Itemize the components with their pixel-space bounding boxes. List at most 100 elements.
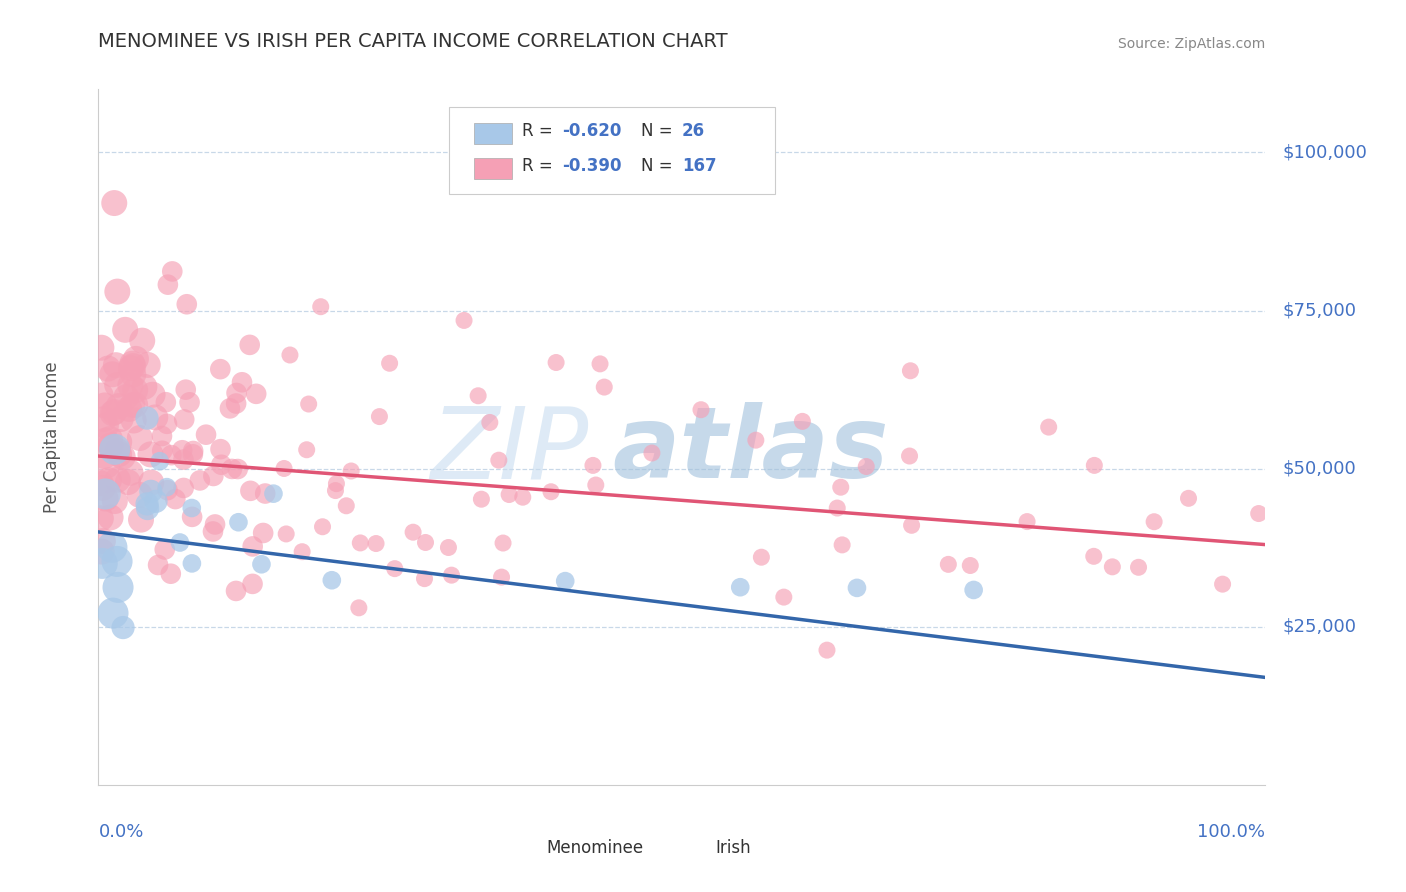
Point — [104, 442, 127, 457]
Point — [830, 480, 852, 494]
Point — [156, 480, 179, 494]
Point — [159, 566, 181, 581]
Point — [384, 561, 406, 575]
Text: $25,000: $25,000 — [1282, 618, 1357, 636]
Point — [101, 368, 124, 382]
Point — [900, 518, 922, 533]
Point — [150, 429, 173, 443]
Point — [413, 572, 436, 586]
Point — [181, 509, 204, 524]
Point — [93, 449, 115, 463]
Point — [512, 490, 534, 504]
Point — [226, 462, 249, 476]
Point — [181, 444, 204, 458]
Point — [176, 297, 198, 311]
Point — [209, 362, 232, 376]
Point — [101, 541, 124, 555]
Point — [172, 452, 194, 467]
Point — [195, 427, 218, 442]
Text: $50,000: $50,000 — [1282, 459, 1357, 478]
Point — [108, 434, 131, 449]
Point — [470, 492, 492, 507]
Point — [488, 453, 510, 467]
Point — [1015, 515, 1038, 529]
Point — [155, 395, 177, 409]
Point — [90, 476, 112, 491]
Point — [153, 542, 176, 557]
Point — [93, 399, 115, 413]
Point — [262, 486, 284, 500]
Point — [467, 389, 489, 403]
Point — [554, 574, 576, 588]
Text: atlas: atlas — [612, 402, 889, 500]
Point — [825, 501, 848, 516]
Point — [242, 540, 264, 554]
FancyBboxPatch shape — [474, 123, 512, 145]
Point — [291, 545, 314, 559]
Point — [815, 643, 838, 657]
Point — [90, 511, 112, 525]
Point — [440, 568, 463, 582]
Point — [1212, 577, 1234, 591]
Point — [335, 499, 357, 513]
Point — [1101, 559, 1123, 574]
Point — [593, 380, 616, 394]
Point — [311, 520, 333, 534]
Point — [1128, 560, 1150, 574]
Point — [103, 405, 125, 419]
Text: Source: ZipAtlas.com: Source: ZipAtlas.com — [1118, 37, 1265, 51]
Point — [239, 338, 262, 352]
Point — [368, 409, 391, 424]
Point — [107, 473, 129, 487]
Point — [831, 538, 853, 552]
Point — [242, 577, 264, 591]
Point — [349, 536, 371, 550]
Point — [94, 491, 117, 506]
Point — [959, 558, 981, 573]
Point — [690, 402, 713, 417]
Point — [93, 412, 115, 426]
Point — [546, 355, 568, 369]
Text: R =: R = — [522, 157, 558, 175]
Point — [252, 526, 274, 541]
Point — [97, 361, 120, 376]
Point — [145, 494, 167, 508]
Point — [122, 368, 145, 382]
Point — [101, 606, 124, 620]
Point — [96, 458, 118, 473]
Text: 26: 26 — [682, 122, 704, 140]
Point — [492, 536, 515, 550]
Text: 0.0%: 0.0% — [98, 823, 143, 841]
Point — [321, 573, 343, 587]
Point — [751, 550, 773, 565]
Point — [478, 416, 501, 430]
Point — [582, 458, 605, 473]
Point — [165, 492, 187, 507]
Point — [172, 443, 194, 458]
Point — [141, 475, 163, 490]
Text: Irish: Irish — [716, 838, 751, 856]
FancyBboxPatch shape — [449, 106, 775, 194]
Point — [117, 475, 139, 489]
Point — [120, 361, 142, 376]
Point — [180, 557, 202, 571]
Point — [772, 590, 794, 604]
Point — [139, 447, 162, 461]
Point — [142, 388, 165, 402]
Point — [498, 487, 520, 501]
Point — [1247, 507, 1270, 521]
Point — [91, 481, 114, 495]
Point — [120, 378, 142, 392]
Text: ZIP: ZIP — [430, 402, 589, 500]
Point — [962, 582, 984, 597]
Point — [202, 469, 225, 483]
Point — [180, 501, 202, 516]
Point — [228, 515, 250, 529]
Point — [174, 383, 197, 397]
Point — [136, 497, 159, 511]
Point — [122, 413, 145, 427]
Point — [1143, 515, 1166, 529]
Point — [792, 414, 814, 428]
Point — [107, 581, 129, 595]
Point — [94, 434, 117, 448]
